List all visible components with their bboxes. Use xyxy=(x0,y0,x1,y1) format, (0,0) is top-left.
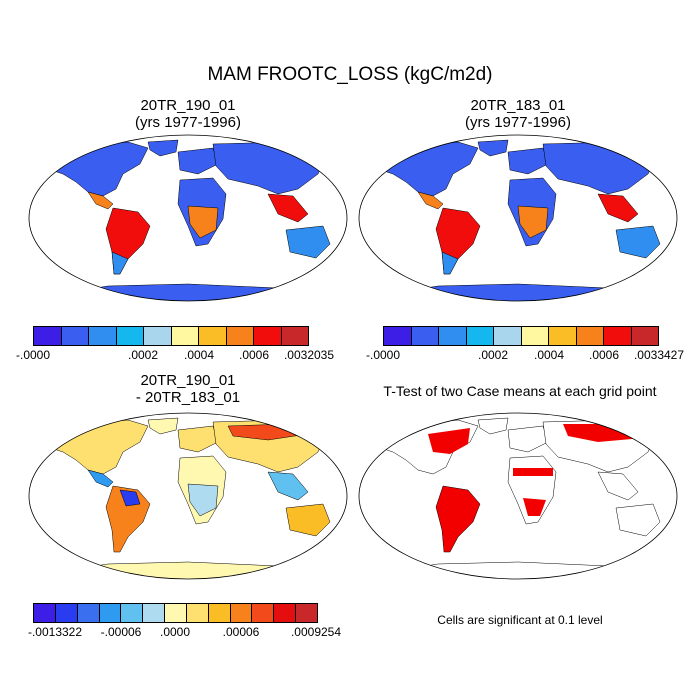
cb1-label-4: .0032035 xyxy=(283,348,335,362)
colorbar-swatch-7 xyxy=(576,327,604,345)
colorbar-swatch-6 xyxy=(549,327,577,345)
panel-3-title: 20TR_190_01 - 20TR_183_01 xyxy=(28,372,348,406)
sig-north-america-east xyxy=(428,428,470,454)
panel-2-title: 20TR_183_01 (yrs 1977-1996) xyxy=(358,97,678,131)
cb1-label-1: .0002 xyxy=(127,348,159,362)
colorbar-swatch-3 xyxy=(466,327,494,345)
land-europe xyxy=(507,425,549,453)
land-greenland xyxy=(477,417,509,435)
land-central-america xyxy=(87,191,114,210)
colorbar-swatch-1 xyxy=(411,327,439,345)
land-south-america-south xyxy=(111,251,129,275)
cb3-label-3: .00006 xyxy=(222,625,260,639)
panel-1-title: 20TR_190_01 (yrs 1977-1996) xyxy=(28,97,348,131)
colorbar-swatch-4 xyxy=(494,327,522,345)
colorbar-swatch-9 xyxy=(631,327,658,345)
world-map-case-190 xyxy=(28,134,348,302)
colorbar-swatch-3 xyxy=(99,604,122,622)
land-south-america xyxy=(435,485,481,553)
land-australia xyxy=(615,503,661,537)
cb1-label-0: -.0000 xyxy=(15,348,51,362)
colorbar-swatch-8 xyxy=(604,327,632,345)
colorbar-swatch-6 xyxy=(165,604,187,622)
cb3-label-1: -.00006 xyxy=(100,625,142,639)
panel-2-title-line2: (yrs 1977-1996) xyxy=(465,114,571,131)
panel-1-title-line2: (yrs 1977-1996) xyxy=(135,114,241,131)
cb1-label-2: .0004 xyxy=(183,348,215,362)
colorbar-swatch-4 xyxy=(121,604,144,622)
panel-2-title-line1: 20TR_183_01 xyxy=(470,97,566,114)
world-map-difference xyxy=(28,412,348,580)
land-greenland xyxy=(147,417,179,435)
land-southeast-asia xyxy=(267,471,309,501)
panel-3-title-line2: - 20TR_183_01 xyxy=(135,389,241,406)
land-australia xyxy=(615,225,661,259)
significance-note: Cells are significant at 0.1 level xyxy=(437,613,603,627)
panel-3-title-line1: 20TR_190_01 xyxy=(140,372,236,389)
colorbar-swatch-5 xyxy=(521,327,549,345)
colorbar-case-183 xyxy=(383,326,659,346)
colorbar-swatch-0 xyxy=(34,604,56,622)
sig-africa-sahel xyxy=(513,468,553,476)
cb2-label-0: -.0000 xyxy=(365,348,401,362)
sig-africa-south xyxy=(523,498,546,516)
world-map-significance xyxy=(358,412,678,580)
colorbar-swatch-9 xyxy=(230,604,253,622)
colorbar-swatch-0 xyxy=(34,327,62,345)
colorbar-swatch-8 xyxy=(208,604,231,622)
land-africa-tropics xyxy=(187,483,219,517)
colorbar-swatch-0 xyxy=(384,327,412,345)
land-southeast-asia xyxy=(597,471,639,501)
land-southeast-asia xyxy=(267,193,309,223)
colorbar-swatch-7 xyxy=(186,604,209,622)
land-europe xyxy=(177,147,219,175)
cb2-label-2: .0004 xyxy=(533,348,565,362)
colorbar-difference xyxy=(33,603,318,623)
colorbar-swatch-12 xyxy=(296,604,317,622)
land-greenland xyxy=(147,139,179,157)
land-central-america xyxy=(87,469,114,488)
cb1-label-3: .0006 xyxy=(238,348,270,362)
land-africa-tropics xyxy=(187,205,219,239)
colorbar-swatch-8 xyxy=(254,327,282,345)
cb2-label-4: .0033427 xyxy=(633,348,685,362)
land-africa-tropics xyxy=(517,205,549,239)
world-map-case-183 xyxy=(358,134,678,302)
colorbar-swatch-1 xyxy=(61,327,89,345)
colorbar-swatch-7 xyxy=(226,327,254,345)
land-europe xyxy=(177,425,219,453)
colorbar-swatch-10 xyxy=(252,604,275,622)
colorbar-case-190 xyxy=(33,326,309,346)
colorbar-swatch-2 xyxy=(439,327,467,345)
cb2-label-1: .0002 xyxy=(477,348,509,362)
colorbar-swatch-6 xyxy=(199,327,227,345)
land-australia xyxy=(285,225,331,259)
colorbar-swatch-5 xyxy=(171,327,199,345)
colorbar-swatch-2 xyxy=(89,327,117,345)
land-south-america-south xyxy=(441,251,459,275)
colorbar-swatch-5 xyxy=(143,604,166,622)
land-greenland xyxy=(477,139,509,157)
panel-1-title-line1: 20TR_190_01 xyxy=(140,97,236,114)
land-australia xyxy=(285,503,331,537)
colorbar-swatch-1 xyxy=(55,604,78,622)
main-title: MAM FROOTC_LOSS (kgC/m2d) xyxy=(207,64,493,85)
colorbar-swatch-9 xyxy=(281,327,308,345)
cb2-label-3: .0006 xyxy=(588,348,620,362)
cb3-label-0: -.0013322 xyxy=(27,625,83,639)
land-southeast-asia xyxy=(597,193,639,223)
colorbar-swatch-11 xyxy=(274,604,297,622)
colorbar-swatch-3 xyxy=(116,327,144,345)
cb3-label-4: .0009254 xyxy=(290,625,342,639)
panel-4-title: T-Test of two Case means at each grid po… xyxy=(383,383,657,399)
land-amazon-negative xyxy=(119,489,141,507)
cb3-label-2: .0000 xyxy=(159,625,191,639)
colorbar-swatch-4 xyxy=(144,327,172,345)
land-europe xyxy=(507,147,549,175)
land-central-america xyxy=(417,191,444,210)
colorbar-swatch-2 xyxy=(77,604,100,622)
